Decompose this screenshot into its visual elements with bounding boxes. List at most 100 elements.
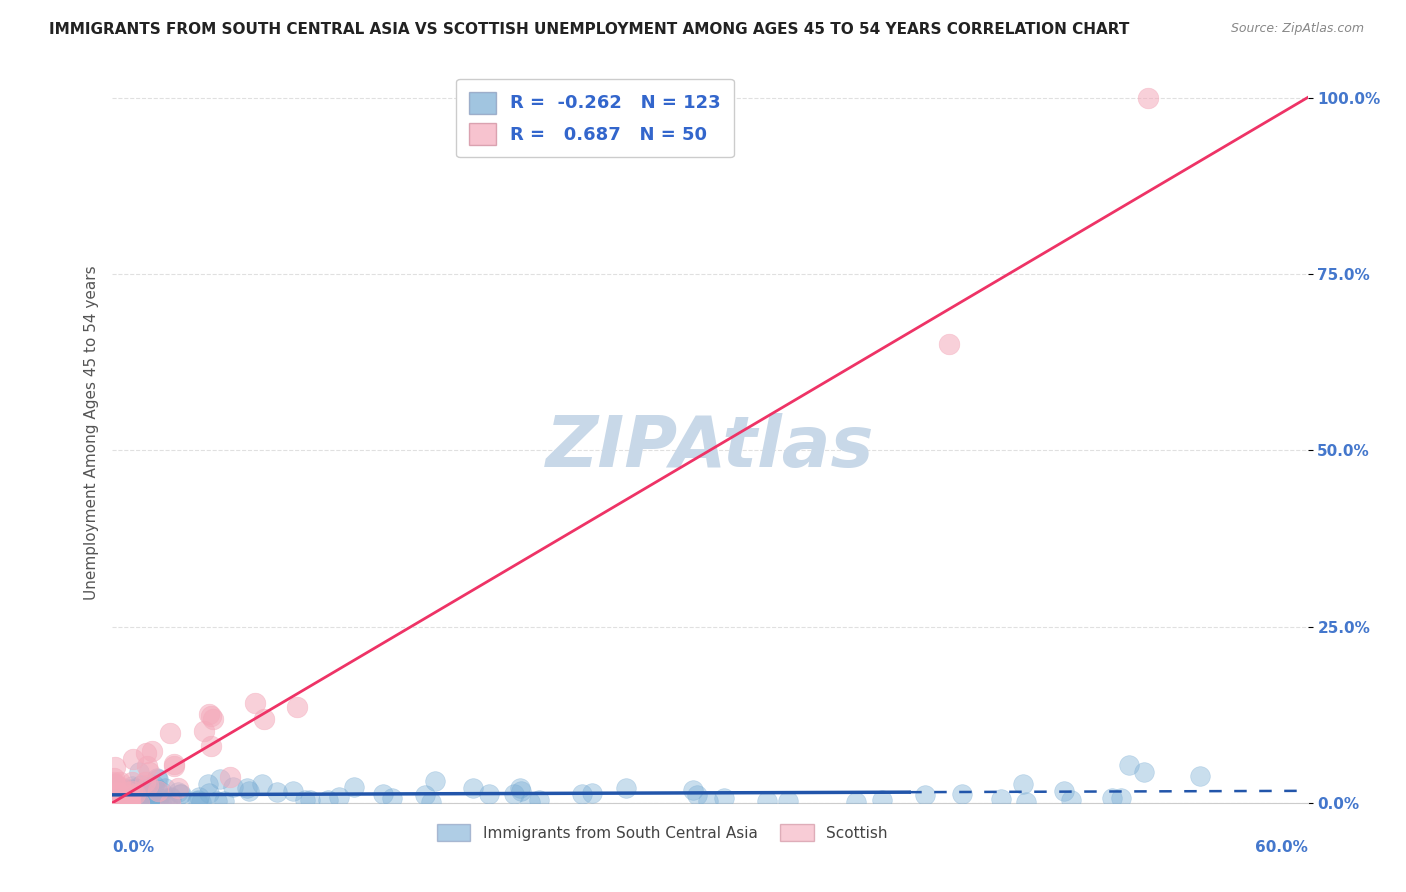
Point: [125, 792, 148, 806]
Point: [146, 772, 169, 786]
Point: [186, 794, 208, 808]
Point: [120, 794, 142, 808]
Point: [218, 770, 240, 784]
Point: [114, 794, 136, 808]
Point: [163, 759, 186, 773]
Point: [104, 796, 127, 810]
Point: [128, 764, 150, 779]
Point: [135, 746, 157, 760]
Point: [128, 782, 150, 797]
Point: [250, 777, 273, 791]
Point: [519, 795, 541, 809]
Point: [134, 782, 156, 797]
Point: [118, 781, 141, 796]
Point: [285, 699, 308, 714]
Point: [143, 793, 166, 807]
Point: [104, 795, 127, 809]
Point: [510, 784, 533, 798]
Point: [129, 790, 152, 805]
Point: [146, 771, 169, 785]
Point: [142, 778, 165, 792]
Point: [118, 788, 141, 802]
Point: [142, 794, 165, 808]
Point: [108, 780, 131, 795]
Point: [316, 793, 339, 807]
Point: [614, 781, 637, 796]
Point: [371, 787, 394, 801]
Point: [121, 794, 143, 808]
Point: [990, 791, 1012, 805]
Point: [197, 777, 219, 791]
Point: [1101, 790, 1123, 805]
Point: [118, 796, 141, 810]
Point: [696, 795, 718, 809]
Point: [238, 784, 260, 798]
Point: [1015, 796, 1038, 810]
Point: [135, 758, 157, 772]
Point: [108, 775, 131, 789]
Point: [243, 696, 266, 710]
Point: [938, 337, 960, 351]
Point: [110, 790, 132, 805]
Text: Source: ZipAtlas.com: Source: ZipAtlas.com: [1230, 22, 1364, 36]
Text: ZIPAtlas: ZIPAtlas: [546, 413, 875, 482]
Point: [253, 712, 276, 726]
Point: [1109, 791, 1132, 805]
Point: [139, 789, 162, 804]
Point: [156, 795, 179, 809]
Point: [845, 795, 868, 809]
Point: [103, 775, 125, 789]
Text: 60.0%: 60.0%: [1254, 840, 1308, 855]
Point: [108, 787, 131, 801]
Point: [686, 788, 709, 802]
Point: [198, 707, 221, 722]
Point: [105, 785, 128, 799]
Point: [149, 795, 172, 809]
Point: [121, 775, 143, 789]
Point: [1053, 783, 1076, 797]
Point: [128, 796, 150, 810]
Point: [153, 781, 176, 796]
Point: [107, 786, 129, 800]
Point: [502, 788, 524, 802]
Point: [1133, 765, 1156, 780]
Point: [104, 783, 127, 797]
Point: [111, 785, 134, 799]
Point: [124, 787, 146, 801]
Point: [104, 780, 127, 795]
Point: [138, 764, 160, 779]
Point: [118, 796, 141, 810]
Point: [118, 790, 141, 805]
Point: [118, 788, 141, 802]
Point: [124, 787, 146, 801]
Point: [146, 783, 169, 797]
Point: [169, 787, 191, 801]
Point: [132, 788, 155, 802]
Point: [117, 785, 139, 799]
Point: [159, 725, 181, 739]
Point: [571, 788, 593, 802]
Text: 0.0%: 0.0%: [112, 840, 155, 855]
Point: [221, 780, 243, 794]
Point: [163, 757, 186, 772]
Point: [212, 794, 235, 808]
Point: [187, 789, 209, 804]
Point: [134, 775, 156, 789]
Point: [190, 795, 212, 809]
Point: [343, 780, 366, 794]
Point: [141, 744, 163, 758]
Point: [425, 774, 447, 789]
Text: IMMIGRANTS FROM SOUTH CENTRAL ASIA VS SCOTTISH UNEMPLOYMENT AMONG AGES 45 TO 54 : IMMIGRANTS FROM SOUTH CENTRAL ASIA VS SC…: [49, 22, 1129, 37]
Point: [160, 791, 183, 805]
Point: [778, 794, 800, 808]
Point: [146, 782, 169, 797]
Point: [103, 796, 125, 810]
Point: [419, 795, 441, 809]
Point: [121, 752, 143, 766]
Point: [110, 796, 132, 810]
Point: [136, 778, 159, 792]
Point: [108, 796, 131, 810]
Point: [124, 781, 146, 796]
Point: [169, 787, 191, 801]
Legend: Immigrants from South Central Asia, Scottish: Immigrants from South Central Asia, Scot…: [430, 818, 894, 847]
